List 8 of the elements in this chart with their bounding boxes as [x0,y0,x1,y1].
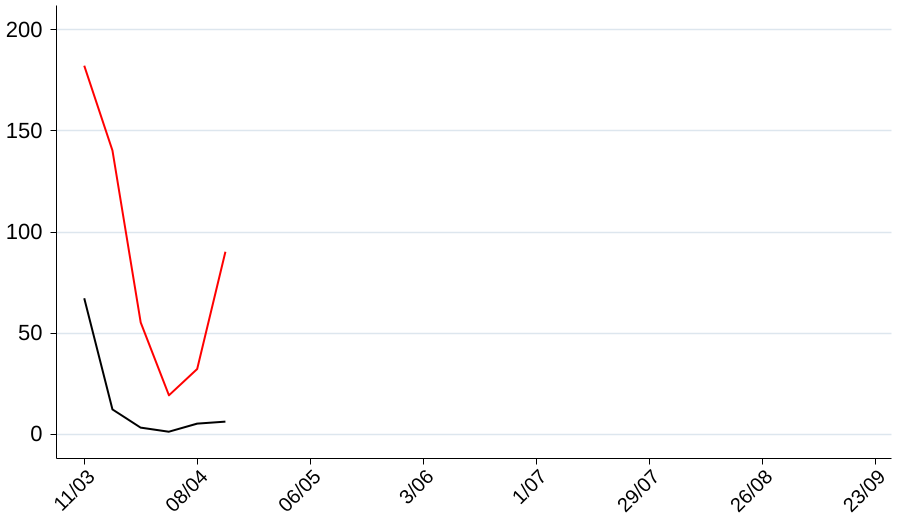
line-series [83,297,226,433]
y-tick-label: 100 [6,219,42,244]
y-tick-label: 0 [30,421,42,446]
x-tick-label: 3/06 [395,466,438,509]
y-tick-label: 200 [6,16,42,42]
y-tick-label: 50 [18,320,42,346]
y-tick-label: 150 [6,118,42,143]
line-series [83,64,226,396]
